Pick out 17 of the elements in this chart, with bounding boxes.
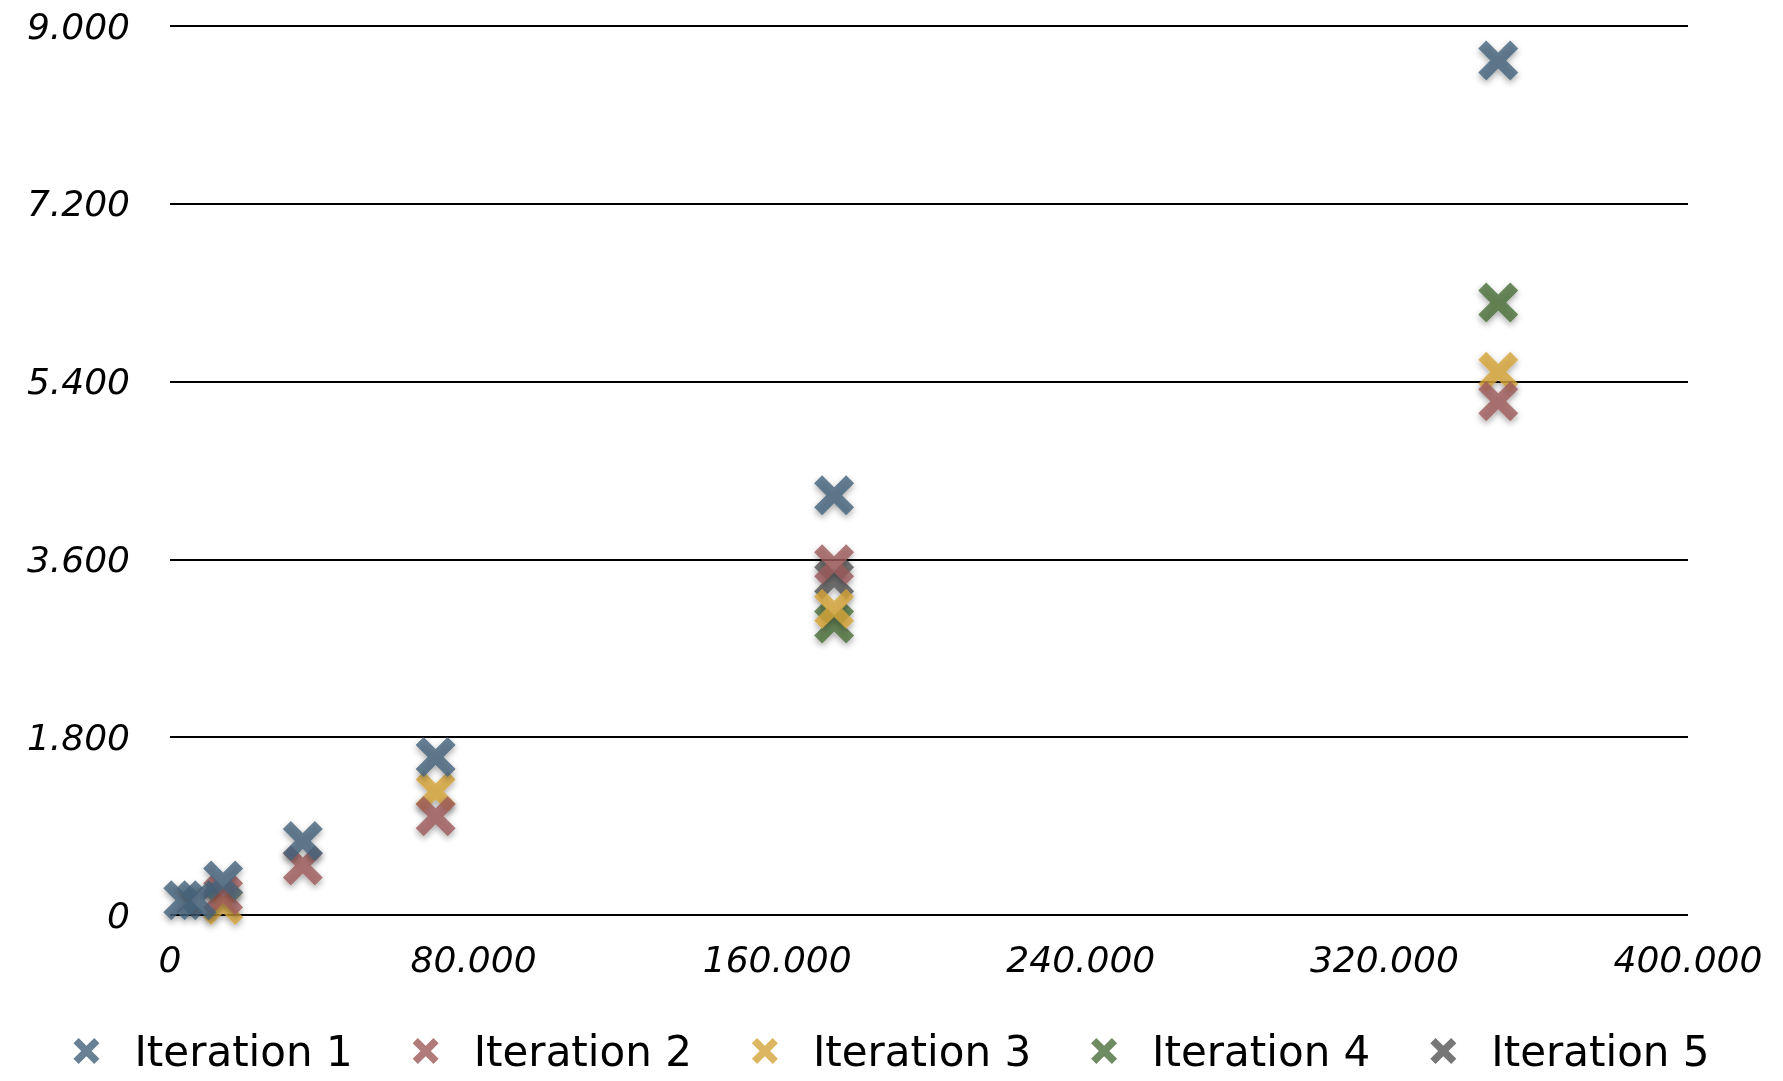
y-tick-label: 9.000 (26, 5, 130, 47)
y-tick-label: 7.200 (26, 183, 130, 225)
x-tick-label: 400.000 (1613, 938, 1763, 980)
legend-label: Iteration 1 (134, 1026, 353, 1076)
legend-label: Iteration 4 (1152, 1026, 1371, 1076)
legend-label: Iteration 2 (473, 1026, 692, 1076)
legend-label: Iteration 5 (1491, 1026, 1710, 1076)
x-tick-label: 320.000 (1309, 938, 1459, 980)
y-tick-label: 5.400 (26, 361, 130, 403)
y-tick-label: 1.800 (26, 716, 130, 758)
y-tick-label: 0 (107, 894, 130, 936)
x-tick-label: 240.000 (1006, 938, 1156, 980)
x-tick-label: 0 (158, 938, 182, 980)
y-tick-label: 3.600 (26, 538, 130, 580)
x-tick-label: 160.000 (702, 938, 852, 980)
legend-label: Iteration 3 (812, 1026, 1032, 1076)
x-tick-label: 80.000 (410, 938, 537, 980)
